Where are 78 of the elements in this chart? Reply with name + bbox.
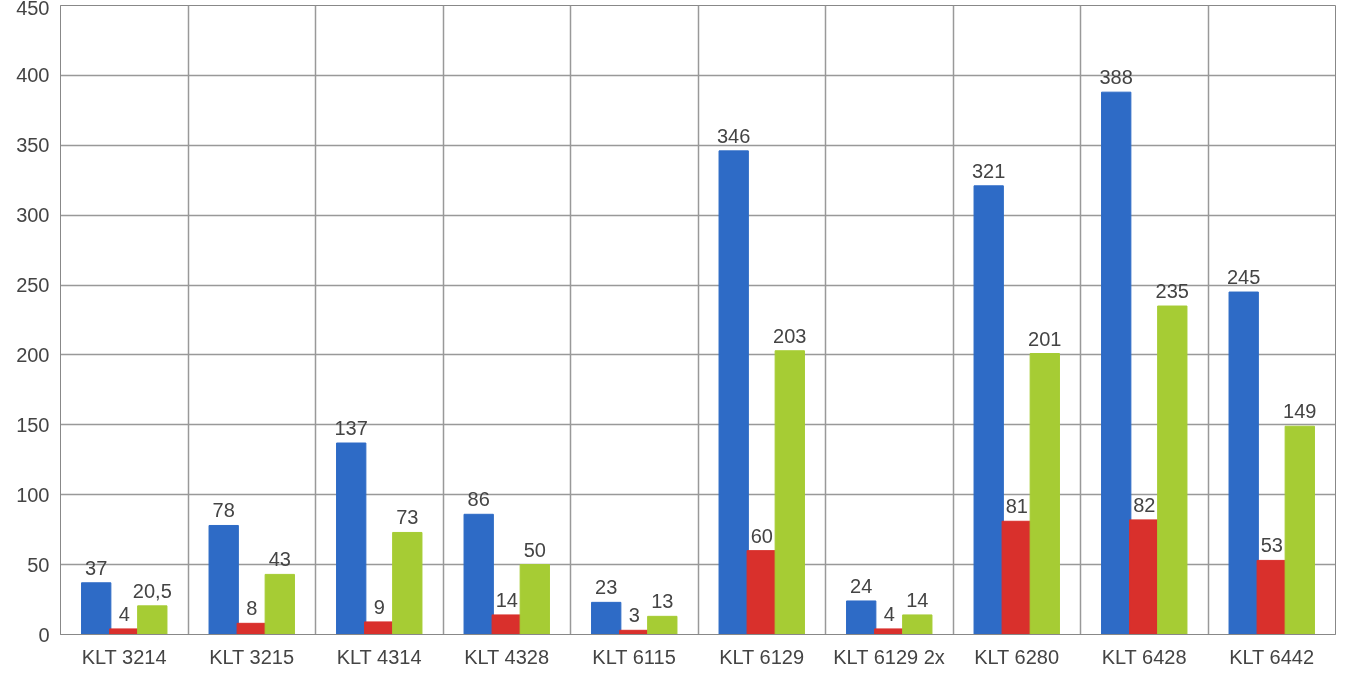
y-tick-label: 0 <box>38 623 50 646</box>
y-tick-label: 50 <box>27 553 50 576</box>
bar <box>519 564 550 635</box>
y-tick-label: 100 <box>16 483 50 506</box>
bar <box>1157 305 1188 635</box>
y-tick-label: 200 <box>16 343 50 366</box>
x-tick-label: KLT 6129 2x <box>833 645 945 668</box>
bar <box>1001 520 1032 635</box>
data-label: 203 <box>773 324 807 347</box>
x-tick-label: KLT 6115 <box>592 645 676 668</box>
data-label: 14 <box>495 588 518 611</box>
bar <box>463 513 494 635</box>
y-tick-label: 350 <box>16 134 50 157</box>
bar <box>746 550 777 635</box>
data-label: 14 <box>906 588 929 611</box>
data-label: 149 <box>1283 400 1317 423</box>
data-label: 37 <box>85 556 108 579</box>
bar <box>1284 425 1315 635</box>
data-label: 50 <box>523 538 546 561</box>
data-label: 235 <box>1155 280 1189 303</box>
data-label: 82 <box>1133 493 1156 516</box>
bar <box>1256 559 1287 635</box>
data-label: 60 <box>750 524 773 547</box>
data-label: 9 <box>373 595 385 618</box>
bar <box>336 442 367 635</box>
data-label: 137 <box>334 417 368 439</box>
bar <box>81 582 112 635</box>
data-label: 13 <box>651 590 674 613</box>
data-label: 321 <box>972 159 1006 182</box>
y-tick-label: 150 <box>16 413 50 436</box>
data-label: 81 <box>1005 495 1028 518</box>
x-tick-label: KLT 6428 <box>1101 645 1187 668</box>
bar <box>1101 91 1132 635</box>
bar <box>491 614 522 635</box>
data-label: 201 <box>1028 327 1062 350</box>
data-label: 23 <box>595 576 618 599</box>
data-label: 8 <box>246 597 258 620</box>
y-tick-label: 300 <box>16 204 50 227</box>
bar <box>364 621 395 635</box>
x-tick-label: KLT 3214 <box>81 645 167 668</box>
y-tick-label: 450 <box>16 0 50 19</box>
data-label: 43 <box>268 548 291 571</box>
x-tick-label: KLT 6280 <box>974 645 1060 668</box>
data-label: 4 <box>883 602 895 625</box>
bar <box>264 573 295 635</box>
data-label: 86 <box>467 488 490 511</box>
x-tick-label: KLT 6129 <box>719 645 805 668</box>
bar <box>846 600 877 635</box>
data-label: 346 <box>717 124 751 147</box>
bar <box>973 185 1004 635</box>
y-tick-label: 250 <box>16 274 50 297</box>
x-tick-label: KLT 6442 <box>1229 645 1315 668</box>
bar <box>902 614 933 635</box>
bar <box>137 605 168 635</box>
bar <box>1029 353 1060 635</box>
data-label: 4 <box>118 602 130 625</box>
data-label: 20,5 <box>132 579 172 602</box>
data-label: 24 <box>850 574 873 597</box>
data-label: 53 <box>1260 534 1283 557</box>
data-label: 388 <box>1099 66 1133 89</box>
bar <box>1228 291 1259 635</box>
data-label: 3 <box>628 604 640 627</box>
bar <box>718 150 749 635</box>
x-tick-label: KLT 4328 <box>464 645 550 668</box>
data-label: 245 <box>1227 266 1261 289</box>
bar <box>392 531 423 635</box>
bar <box>208 524 239 635</box>
bar <box>109 628 140 635</box>
y-tick-label: 400 <box>16 64 50 87</box>
bar <box>874 628 905 635</box>
data-label: 73 <box>396 506 419 529</box>
bar <box>591 601 622 635</box>
x-tick-label: KLT 3215 <box>209 645 295 668</box>
bar <box>774 350 805 635</box>
x-tick-label: KLT 4314 <box>336 645 422 668</box>
bar <box>647 615 678 635</box>
bar <box>1129 519 1160 635</box>
data-label: 78 <box>212 499 235 522</box>
